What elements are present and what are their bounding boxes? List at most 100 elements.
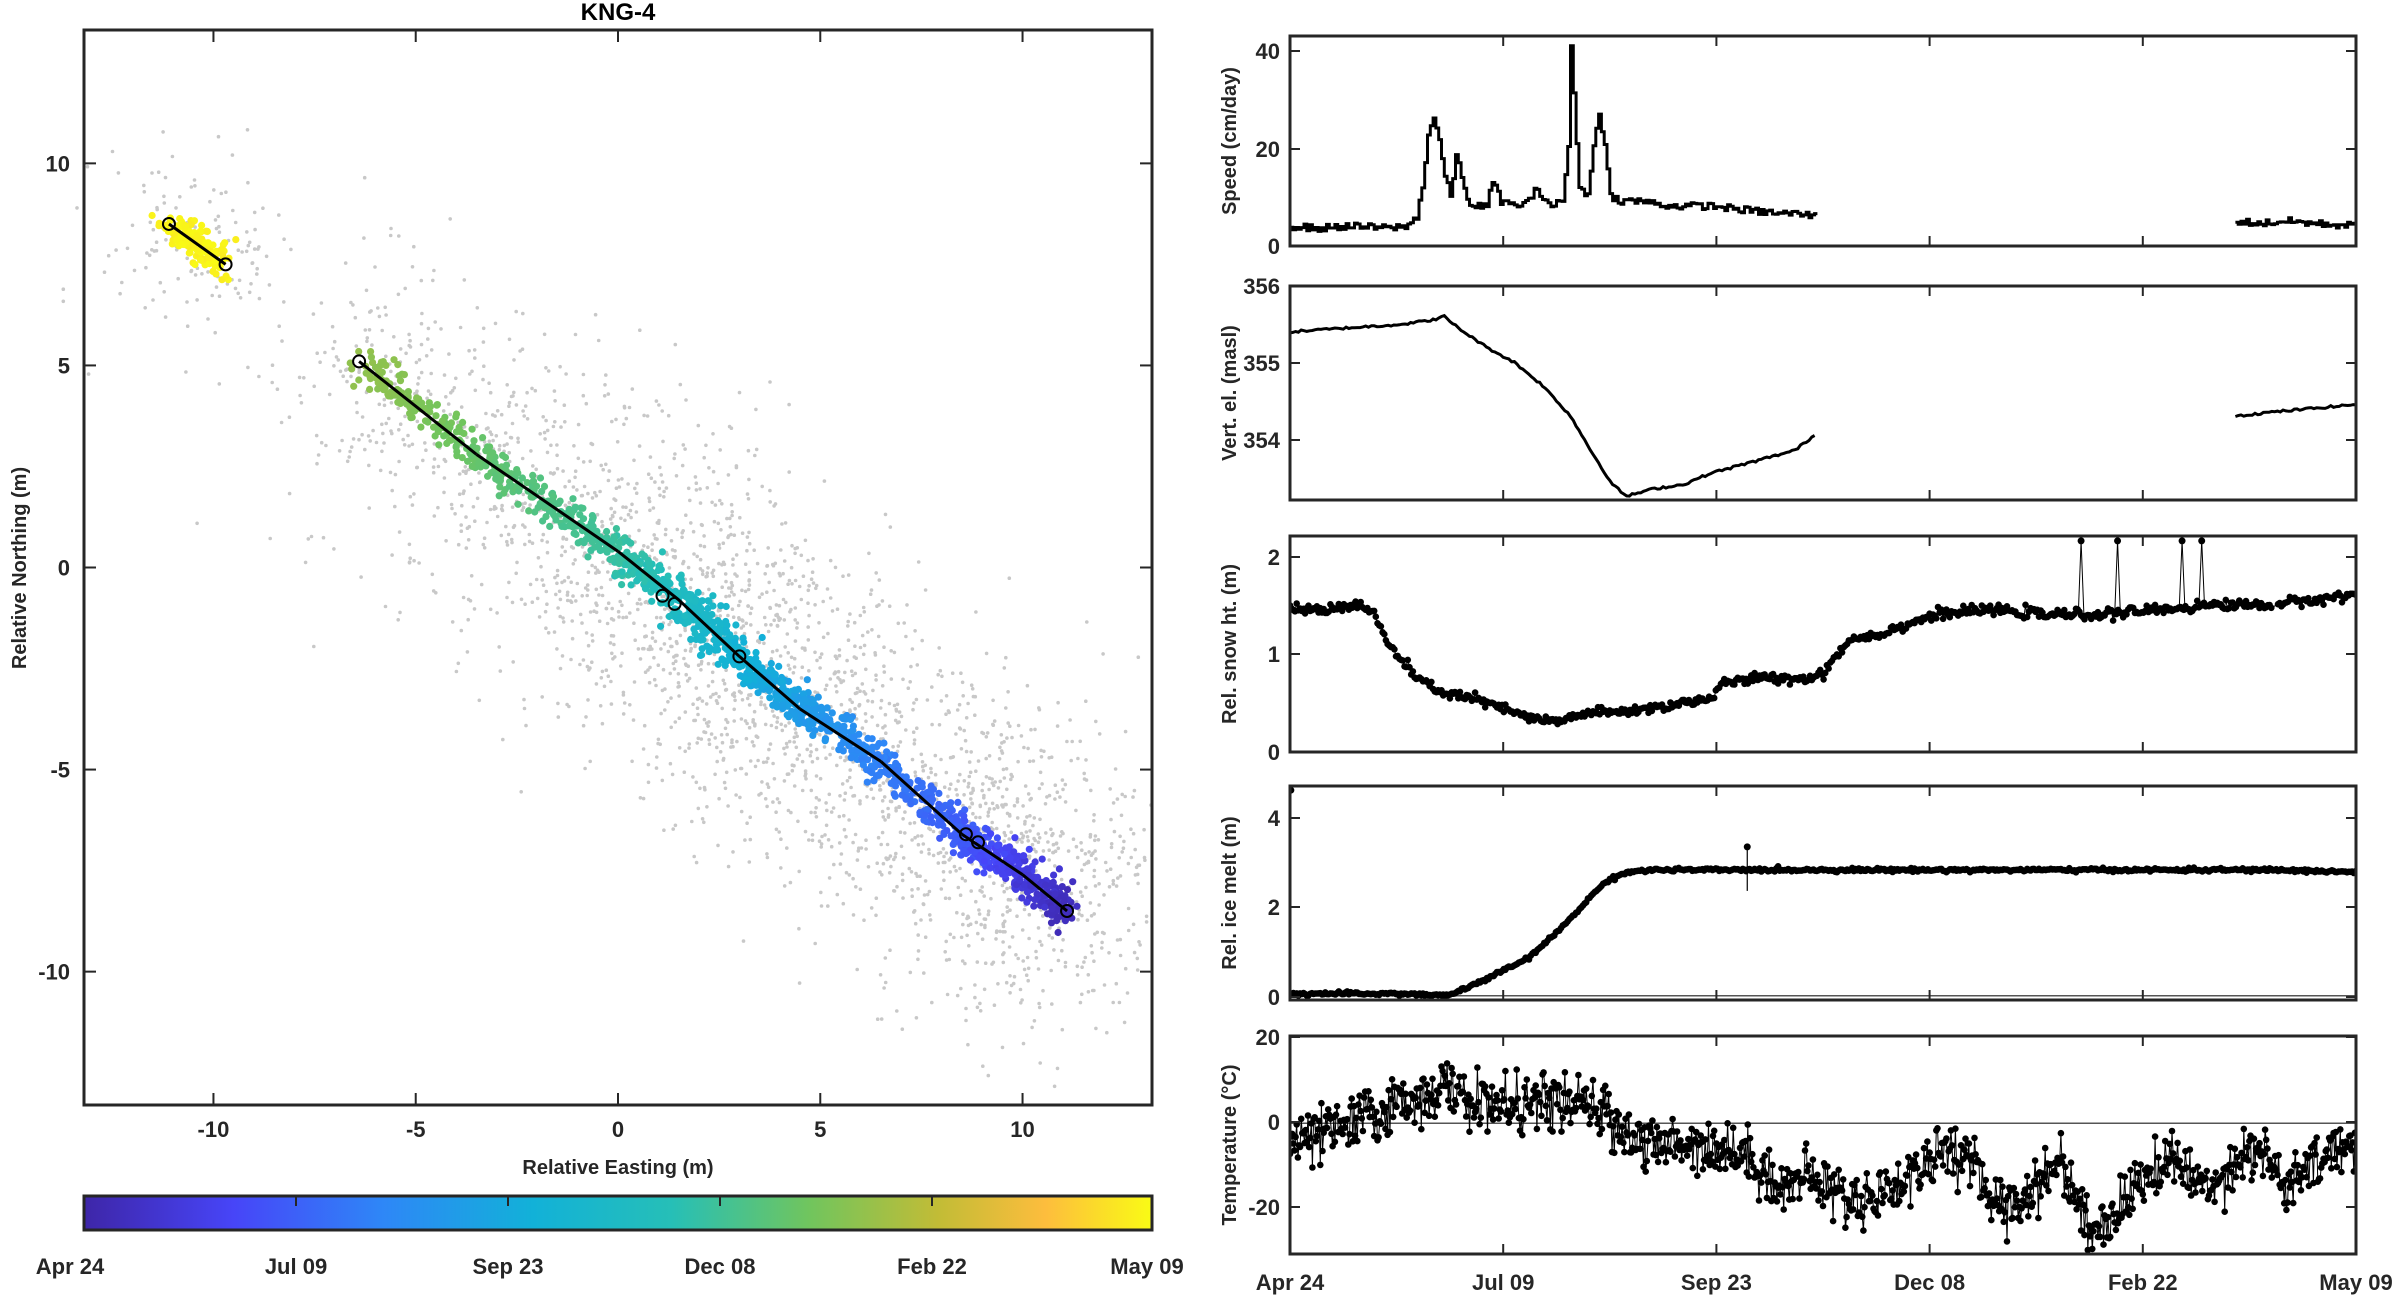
cloud-point xyxy=(389,429,393,433)
cloud-point xyxy=(1008,991,1012,995)
track-position xyxy=(584,553,592,561)
cloud-point xyxy=(367,463,371,468)
cloud-point xyxy=(456,661,461,666)
cloud-point xyxy=(646,762,651,767)
cloud-point xyxy=(238,296,243,300)
cloud-point xyxy=(982,796,986,800)
cloud-point xyxy=(738,795,742,800)
cloud-point xyxy=(1036,926,1041,930)
cloud-point xyxy=(903,810,907,814)
track-position xyxy=(518,474,527,482)
cloud-point xyxy=(357,367,362,372)
cloud-point xyxy=(1063,782,1068,787)
cloud-point xyxy=(279,420,284,425)
cloud-point xyxy=(844,870,849,875)
cloud-point xyxy=(354,344,359,348)
cloud-point xyxy=(380,328,385,333)
cloud-point xyxy=(793,551,797,556)
track-position xyxy=(954,798,962,807)
cloud-point xyxy=(1026,746,1030,751)
y-tick-label: 355 xyxy=(1243,351,1280,376)
cloud-point xyxy=(748,815,752,819)
track-position xyxy=(1020,881,1029,889)
cloud-point xyxy=(927,889,932,894)
cloud-point xyxy=(544,626,548,630)
cloud-point xyxy=(878,870,882,874)
cloud-point xyxy=(1001,960,1006,965)
track-position xyxy=(440,432,448,440)
track-position xyxy=(890,790,898,798)
cloud-point xyxy=(959,935,964,940)
cloud-point xyxy=(992,807,996,811)
cloud-point xyxy=(842,813,846,818)
cloud-point xyxy=(1014,953,1018,957)
cloud-point xyxy=(732,719,736,723)
cloud-point xyxy=(693,643,697,647)
cloud-point xyxy=(700,569,705,573)
cloud-point xyxy=(746,604,750,608)
cloud-point xyxy=(415,419,420,424)
cloud-point xyxy=(851,913,856,917)
track-position xyxy=(232,236,240,244)
cloud-point xyxy=(578,662,582,667)
cloud-point xyxy=(588,666,592,670)
cloud-point xyxy=(911,730,916,734)
cloud-point xyxy=(669,696,673,700)
cloud-point xyxy=(1080,868,1084,872)
cloud-point xyxy=(878,706,883,710)
cloud-point xyxy=(694,686,699,690)
cloud-point xyxy=(902,621,906,625)
cloud-point xyxy=(461,595,466,600)
cloud-point xyxy=(768,500,772,504)
cloud-point xyxy=(642,723,647,728)
track-position xyxy=(222,272,230,280)
cloud-point xyxy=(954,732,958,736)
track-position xyxy=(594,543,603,551)
track-position xyxy=(923,805,931,814)
track-position xyxy=(871,763,879,771)
y-tick-label: 354 xyxy=(1243,428,1280,453)
cloud-point xyxy=(75,206,79,210)
track-position xyxy=(875,771,883,779)
cloud-point xyxy=(942,878,946,883)
cloud-point xyxy=(540,695,544,699)
cloud-point xyxy=(597,570,601,574)
track-position xyxy=(711,646,720,654)
cloud-point xyxy=(767,580,771,585)
cloud-point xyxy=(1074,844,1079,849)
cloud-point xyxy=(894,709,899,713)
cloud-point xyxy=(382,441,386,445)
cloud-point xyxy=(698,501,703,505)
track-position xyxy=(795,719,803,727)
cloud-point xyxy=(680,535,684,540)
cloud-point xyxy=(392,335,396,339)
cloud-point xyxy=(978,888,982,893)
panel-plot-area xyxy=(1290,313,2356,498)
cloud-point xyxy=(688,586,693,590)
cloud-point xyxy=(565,598,570,603)
cloud-point xyxy=(606,570,610,574)
cloud-point xyxy=(1004,706,1008,710)
cloud-point xyxy=(419,370,424,375)
cloud-point xyxy=(991,827,995,832)
cloud-point xyxy=(626,482,630,486)
cloud-point xyxy=(744,736,749,741)
cloud-point xyxy=(879,698,884,703)
cloud-point xyxy=(690,819,694,824)
track-position xyxy=(722,602,730,611)
cloud-point xyxy=(315,461,319,466)
cloud-point xyxy=(624,505,628,510)
colorbar-ticks: Apr 24 Jul 09 Sep 23 Dec 08 Feb 22 May 09 xyxy=(36,1196,1184,1279)
cloud-point xyxy=(1056,700,1060,705)
cloud-point xyxy=(384,313,388,317)
cloud-point xyxy=(419,342,424,347)
cloud-point xyxy=(896,621,901,626)
cloud-point xyxy=(740,531,745,535)
track-position xyxy=(752,648,760,657)
cloud-point xyxy=(417,561,421,565)
track-position xyxy=(514,500,522,508)
cloud-point xyxy=(280,339,284,343)
cloud-point xyxy=(461,469,466,474)
cloud-point xyxy=(718,448,722,452)
cloud-point xyxy=(930,722,934,727)
